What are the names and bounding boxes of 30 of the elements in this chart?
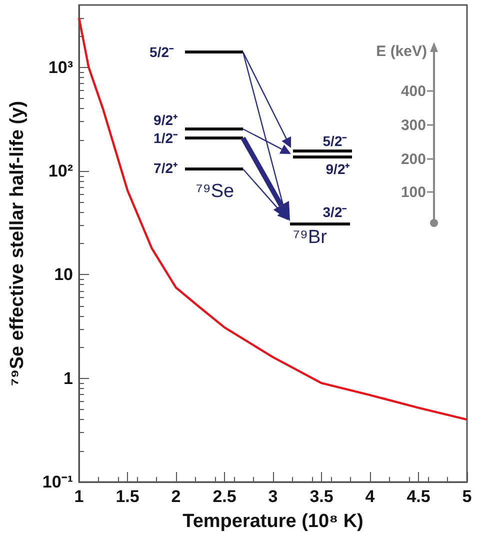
annotation: 1/2⁻ xyxy=(154,130,178,146)
x-tick-label: 4 xyxy=(365,487,376,506)
annotation: 100 xyxy=(400,184,426,201)
y-tick-label: 10² xyxy=(48,162,74,181)
annotation: 5/2⁻ xyxy=(150,44,174,60)
annotation: 200 xyxy=(400,151,426,168)
x-axis-title: Temperature (10⁸ K) xyxy=(182,511,364,532)
annotation: 3/2⁻ xyxy=(322,204,348,220)
annotation: 400 xyxy=(400,83,426,100)
y-tick-label: 10 xyxy=(54,265,73,284)
x-tick-label: 4.5 xyxy=(406,487,430,506)
annotation: ⁷⁹Br xyxy=(292,227,328,248)
y-axis-title: ⁷⁹Se effective stellar half-life (y) xyxy=(7,100,28,386)
annotation: E (keV) xyxy=(376,43,427,60)
annotation: 7/2⁺ xyxy=(154,160,178,176)
x-tick-label: 5 xyxy=(462,487,472,506)
x-tick-label: 2.5 xyxy=(212,487,236,506)
annotation: 300 xyxy=(400,117,426,134)
x-tick-label: 1.5 xyxy=(116,487,140,506)
y-tick-label: 1 xyxy=(64,368,73,388)
y-tick-label: 10⁻¹ xyxy=(42,472,74,492)
annotation: 9/2⁺ xyxy=(154,112,178,128)
line-series xyxy=(78,16,468,421)
annotation: 9/2⁺ xyxy=(326,161,350,177)
x-tick-label: 2 xyxy=(171,487,181,506)
annotation: 5/2⁻ xyxy=(322,133,348,149)
x-tick-label: 3.5 xyxy=(310,487,334,506)
y-tick-label: 10³ xyxy=(48,58,74,77)
annotation: ⁷⁹Se xyxy=(196,181,234,202)
x-tick-label: 3 xyxy=(268,487,278,506)
